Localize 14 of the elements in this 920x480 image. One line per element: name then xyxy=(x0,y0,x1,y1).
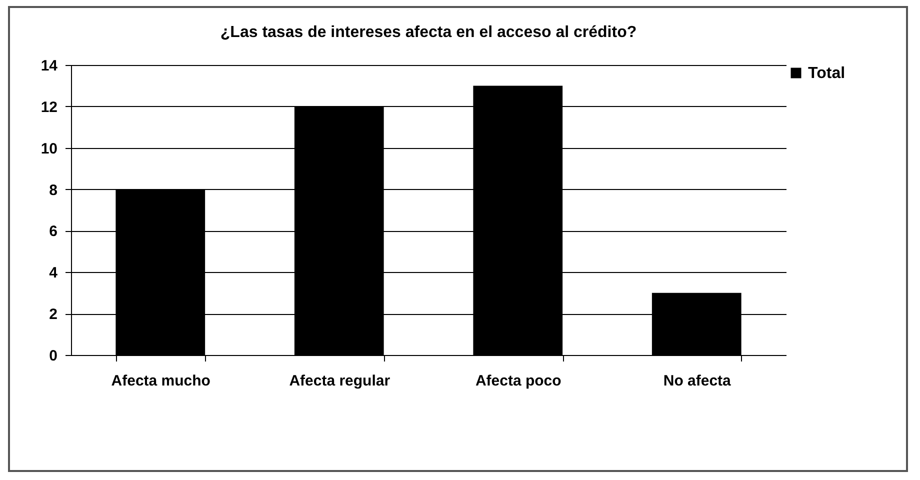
y-tick-label: 8 xyxy=(49,182,58,199)
y-tick-label: 6 xyxy=(49,223,58,240)
y-tick-label: 14 xyxy=(40,58,58,74)
x-tick-label: Afecta mucho xyxy=(111,372,210,390)
y-tick-label: 12 xyxy=(40,98,58,116)
x-tick-label: Afecta regular xyxy=(289,372,390,390)
x-tick-label: No afecta xyxy=(663,372,732,390)
y-tick-label: 0 xyxy=(49,348,58,364)
y-tick-label: 4 xyxy=(49,264,58,282)
chart-title: ¿Las tasas de intereses afecta en el acceso al crédito? xyxy=(220,24,637,41)
y-tick-label: 10 xyxy=(40,140,58,158)
legend-label: Total xyxy=(808,65,846,82)
y-tick-label: 2 xyxy=(49,306,58,324)
x-tick-label: Afecta poco xyxy=(475,372,562,390)
